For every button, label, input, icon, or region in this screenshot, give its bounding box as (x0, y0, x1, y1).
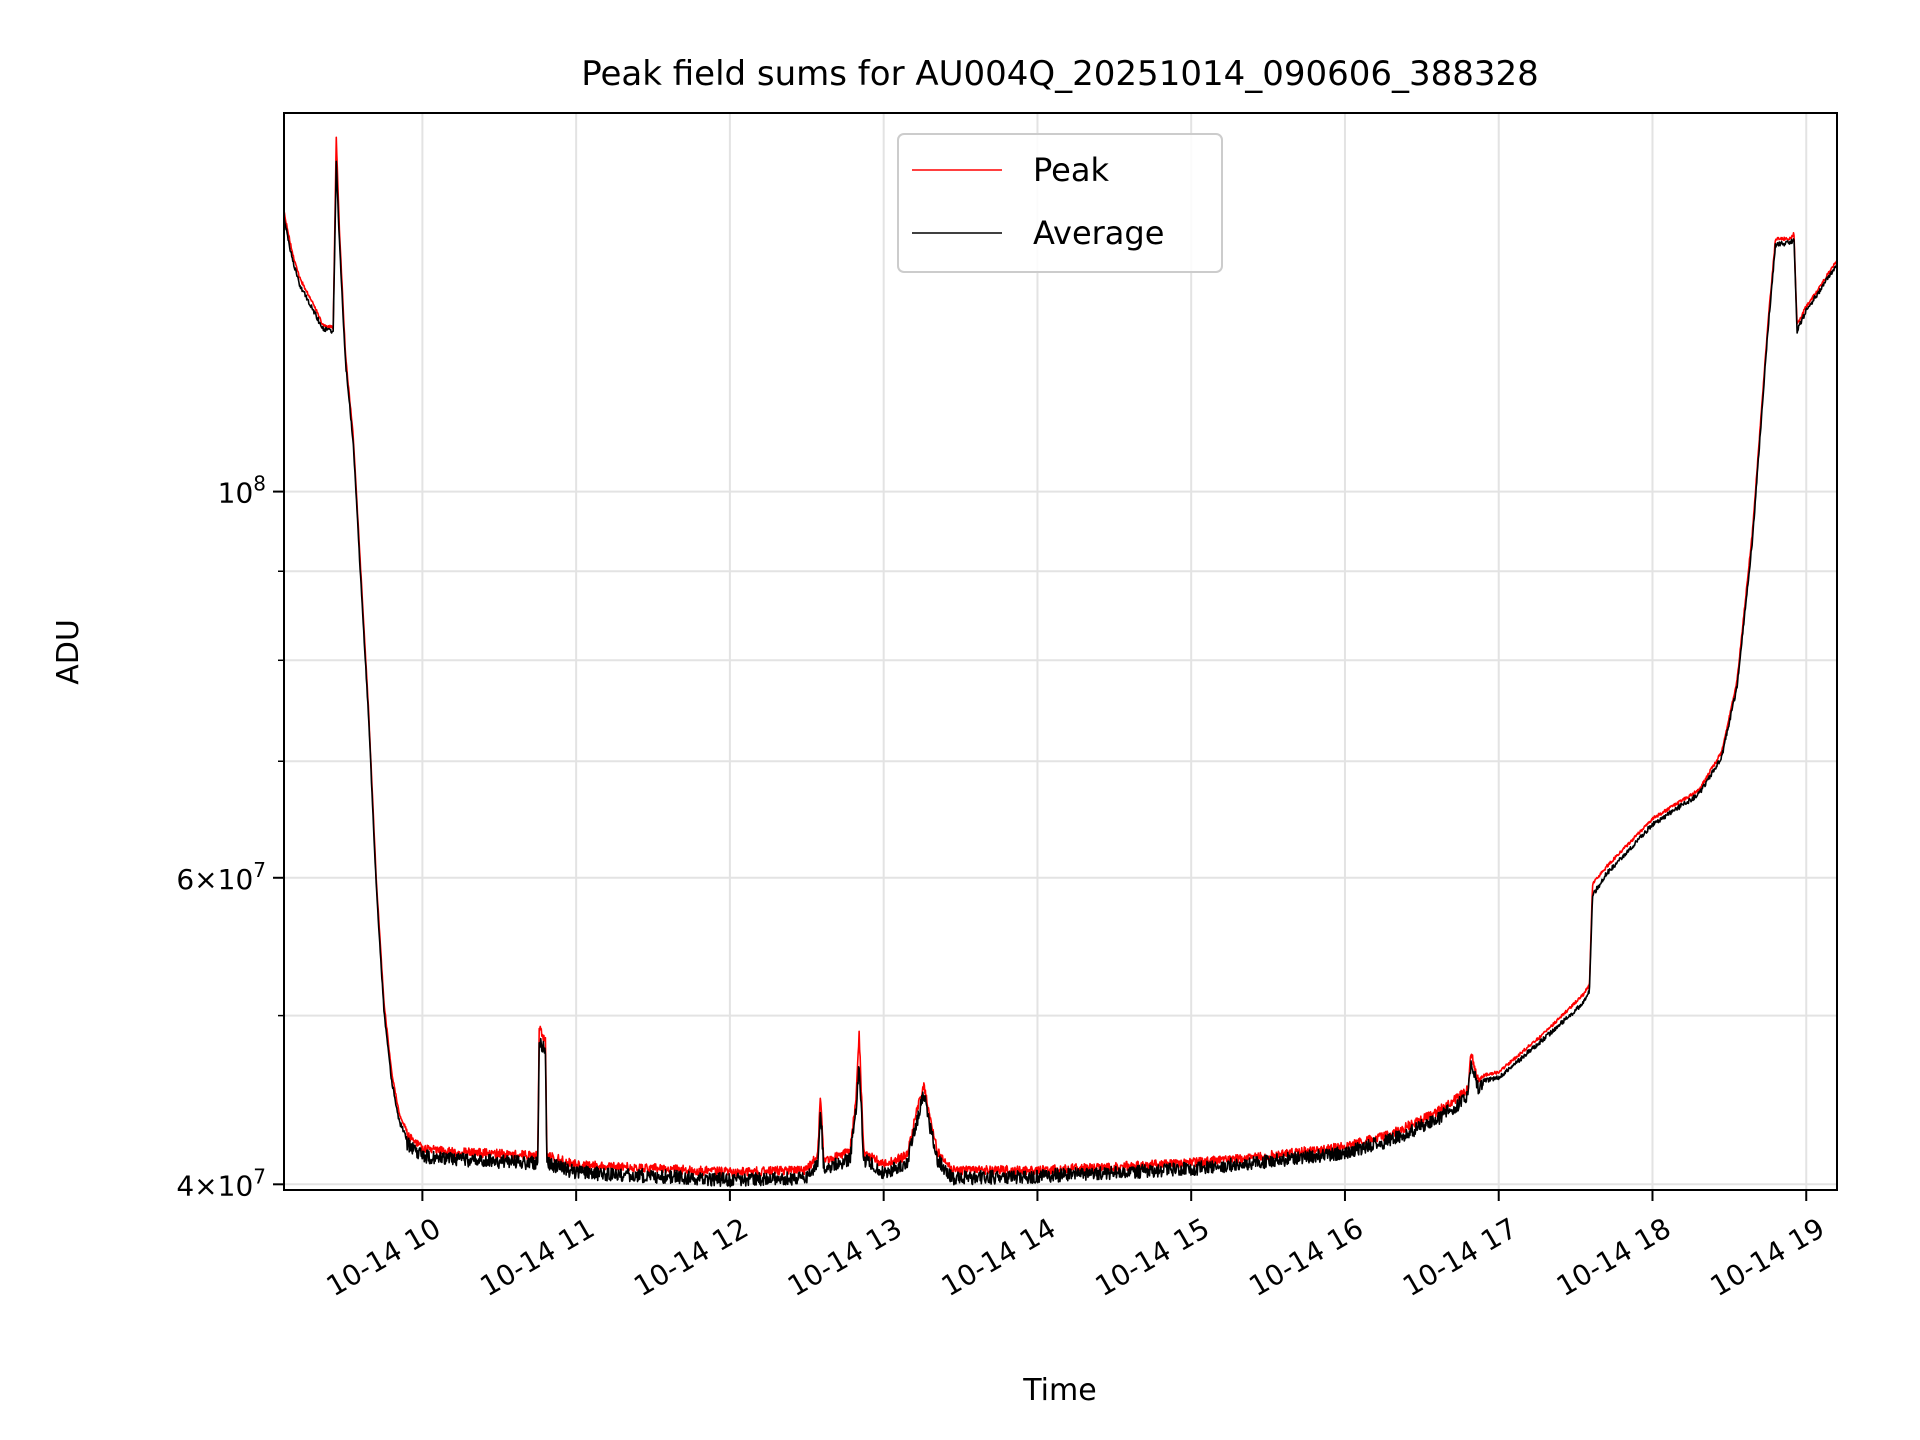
y-tick-label: 4×107 (176, 1164, 266, 1202)
grid-lines (284, 113, 1837, 1190)
y-tick-label: 108 (218, 472, 266, 510)
series-layer (284, 136, 1837, 1188)
legend: Peak Average (897, 133, 1223, 273)
series-line-peak (284, 136, 1837, 1178)
legend-average-label: Average (1033, 214, 1164, 252)
plot-frame (283, 112, 1838, 1191)
x-axis-title: Time (1022, 1373, 1096, 1408)
legend-box (897, 133, 1223, 273)
y-tick-label: 6×107 (176, 858, 266, 896)
y-tick-label-exponent: 7 (253, 1164, 266, 1188)
y-tick-label-base: 10 (218, 477, 254, 510)
chart-title: Peak field sums for AU004Q_20251014_0906… (581, 54, 1539, 94)
y-tick-label-exponent: 7 (253, 858, 266, 882)
y-axis-title: ADU (51, 619, 86, 685)
y-tick-label-base: 6×10 (176, 863, 253, 896)
y-tick-label-base: 4×10 (176, 1169, 253, 1202)
legend-peak-label: Peak (1033, 151, 1109, 189)
y-tick-label-exponent: 8 (253, 472, 266, 496)
series-line-average (284, 160, 1837, 1188)
